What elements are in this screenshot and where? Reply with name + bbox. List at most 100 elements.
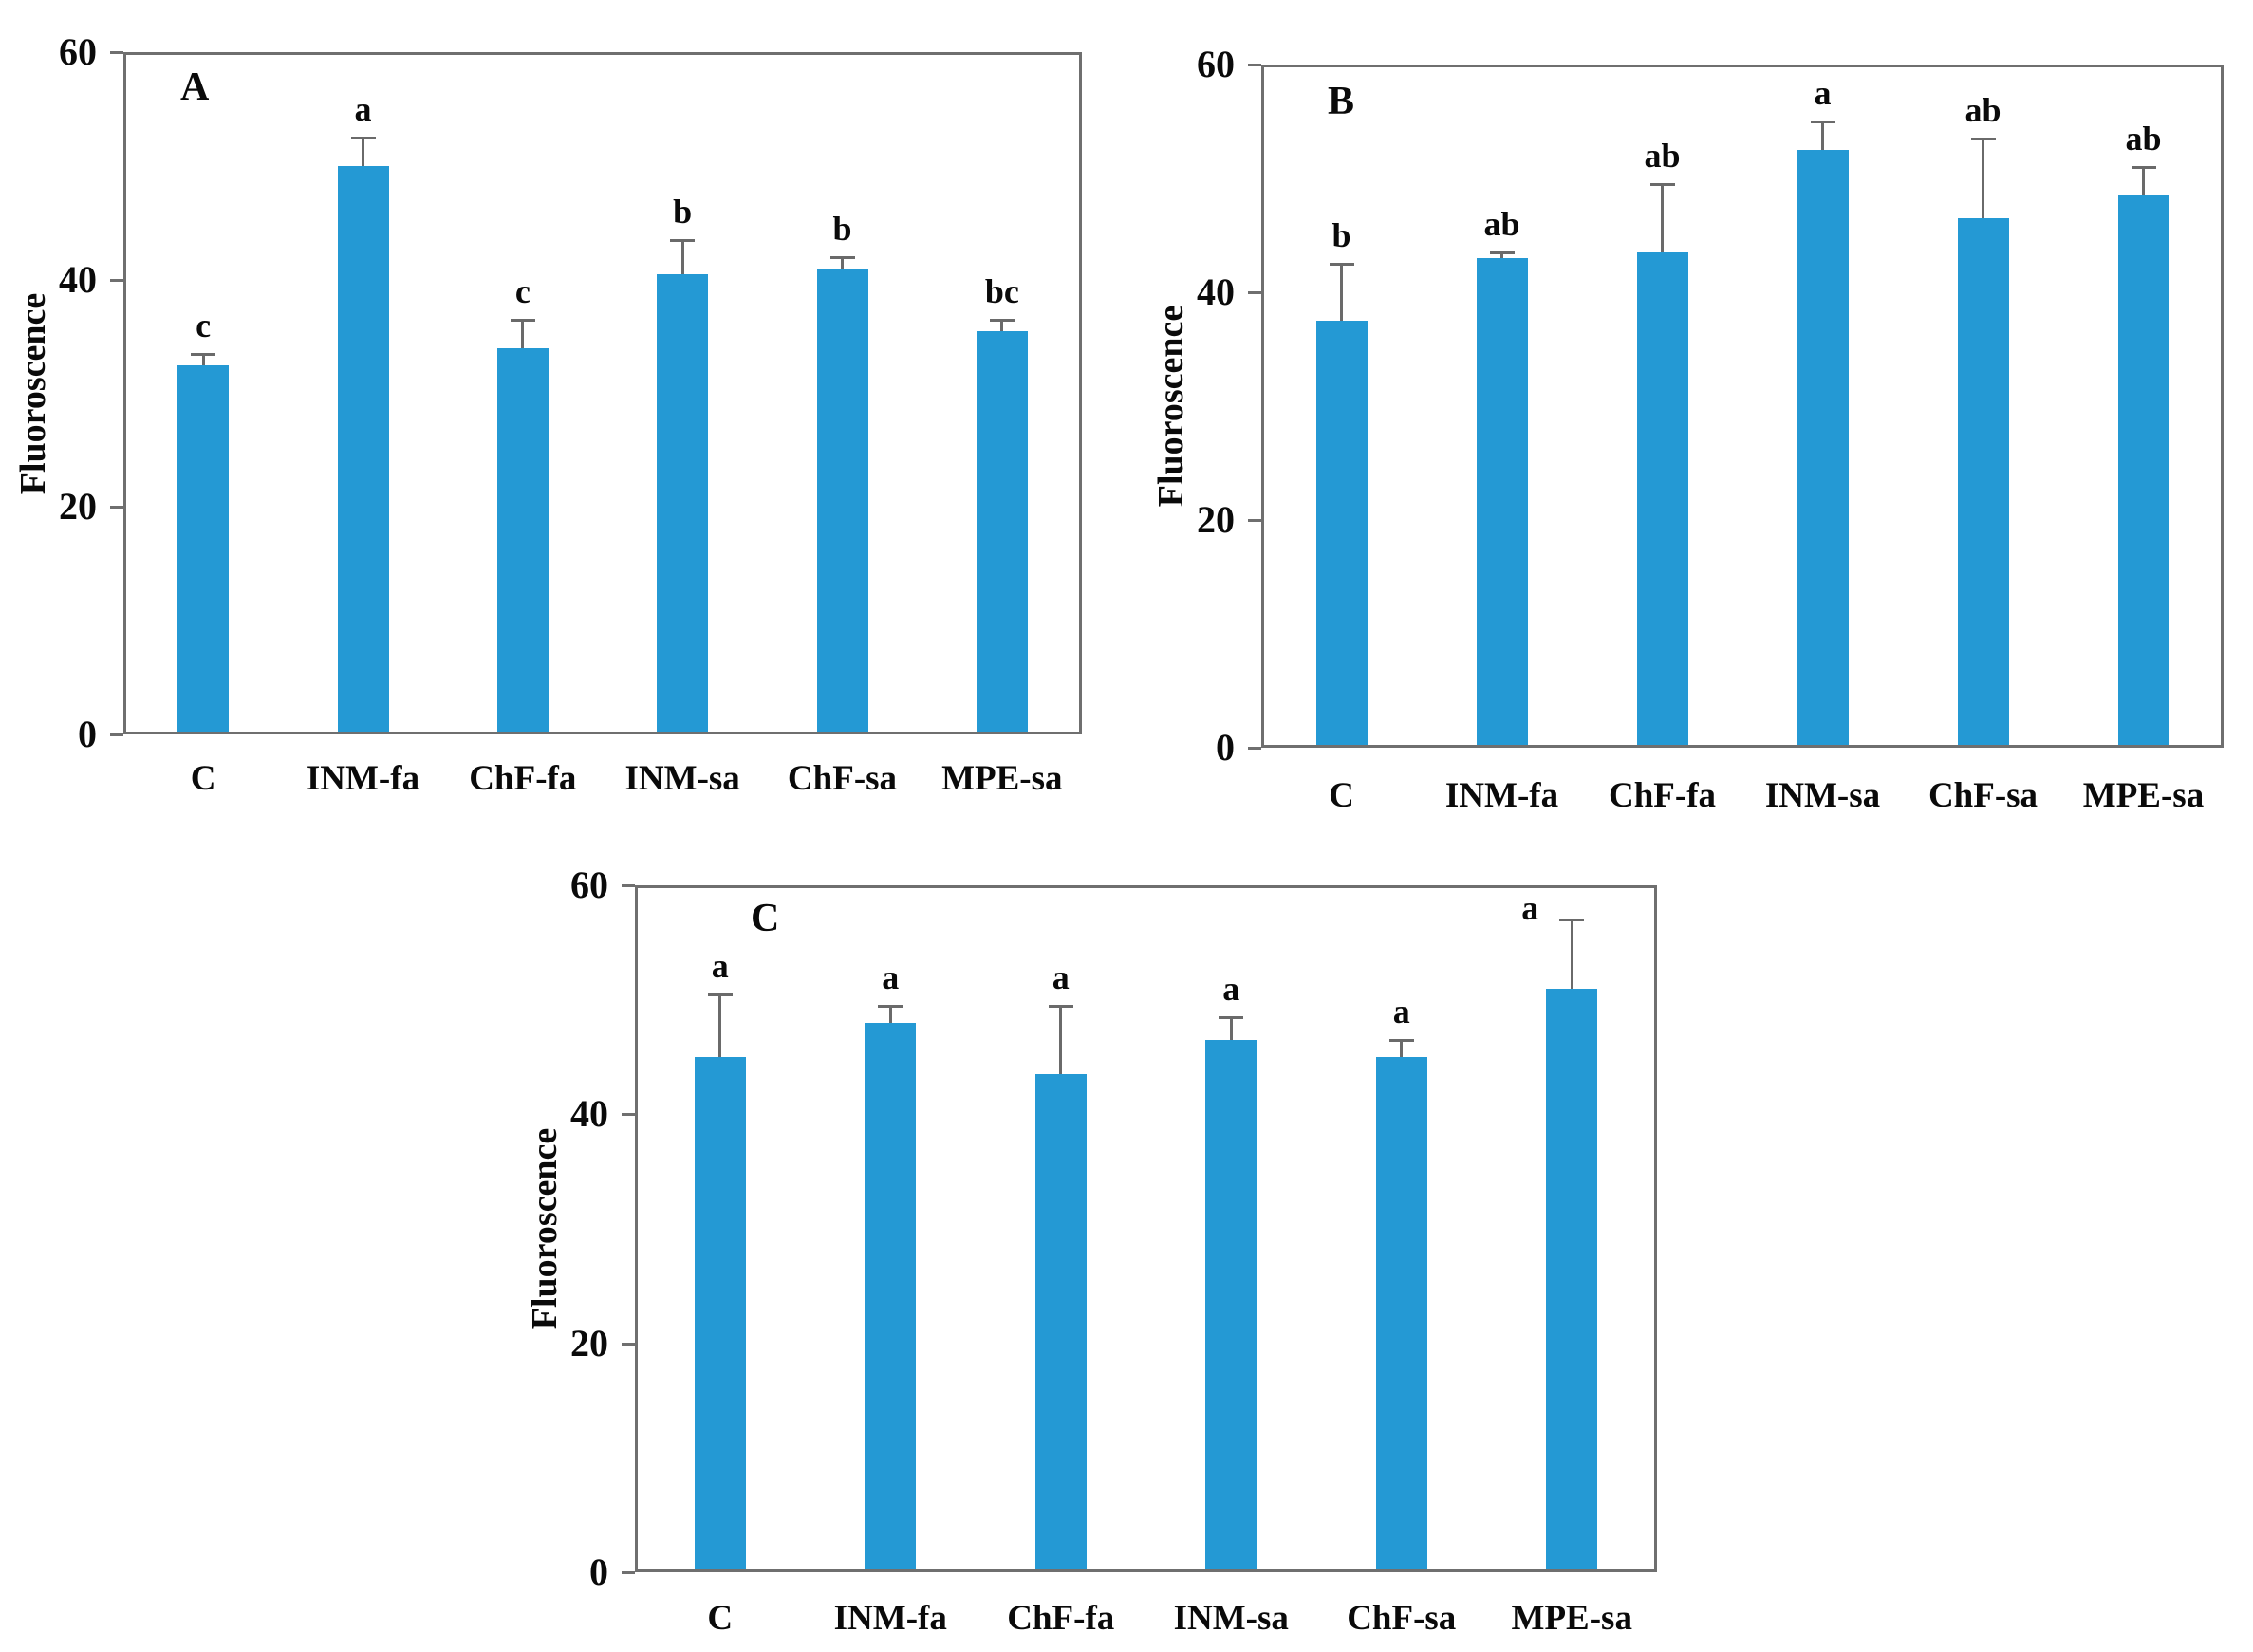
error-bar-cap [1388,1038,1414,1042]
error-bar-cap [350,136,376,139]
y-tick-label-60: 60 [59,30,97,73]
category-label-MPE-sa: MPE-sa [1511,1599,1632,1638]
bar-INM-sa [657,273,709,732]
category-label-INM-sa: INM-sa [1764,776,1881,815]
panel-letter: A [180,65,210,109]
category-label-INM-fa: INM-fa [1444,776,1559,815]
error-bar-whisker [888,1005,892,1023]
category-label-MPE-sa: MPE-sa [941,759,1063,798]
category-label-ChF-sa: ChF-sa [787,759,898,798]
bar-ChF-fa [1636,252,1688,745]
bar-C [694,1057,746,1569]
sig-letter-INM-sa: b [673,192,693,231]
sig-letter-MPE-sa: a [1521,889,1539,927]
sig-letter-MPE-sa: ab [2125,120,2162,158]
y-tick-mark [1248,291,1261,294]
category-label-ChF-sa: ChF-sa [1927,776,2039,815]
y-tick-label-60: 60 [1197,43,1235,85]
bar-INM-fa [1476,258,1528,745]
sig-letter-INM-sa: a [1222,969,1240,1008]
y-tick-mark [110,51,123,54]
error-bar-whisker [2142,167,2145,195]
error-bar-whisker [1059,1005,1063,1075]
error-bar-cap [829,255,855,259]
error-bar-whisker [1982,139,1984,218]
y-tick-mark [622,1342,635,1346]
bar-INM-sa [1205,1039,1257,1569]
error-bar-cap [1048,1004,1073,1008]
error-bar-cap [989,318,1015,322]
error-bar-cap [191,352,216,356]
category-label-ChF-fa: ChF-fa [469,759,577,798]
y-tick-label-20: 20 [570,1321,608,1364]
error-bar-whisker [718,993,722,1057]
error-bar-whisker [1229,1016,1233,1040]
category-label-ChF-sa: ChF-sa [1347,1599,1457,1638]
sig-letter-MPE-sa: bc [984,271,1019,310]
y-tick-label-40: 40 [59,257,97,301]
error-bar-cap [670,238,696,242]
error-bar-whisker [1000,319,1004,331]
sig-letter-INM-fa: ab [1483,205,1520,243]
bar-INM-fa [865,1022,917,1569]
category-label-ChF-fa: ChF-fa [1007,1599,1115,1638]
error-bar-whisker [1570,919,1573,989]
y-tick-label-60: 60 [570,863,608,906]
error-bar-cap [2131,166,2156,169]
sig-letter-INM-sa: a [1814,74,1832,112]
error-bar-whisker [1821,121,1824,150]
sig-letter-C: c [196,306,212,344]
error-bar-whisker [680,239,684,274]
y-tick-label-20: 20 [1197,498,1235,541]
panel-letter: B [1328,80,1355,123]
y-tick-label-0: 0 [1216,726,1235,769]
y-tick-mark [622,1571,635,1574]
panel-letter: C [751,897,780,940]
category-label-MPE-sa: MPE-sa [2082,776,2205,815]
sig-letter-ChF-sa: b [832,209,852,248]
category-label-C: C [707,1599,734,1638]
category-label-INM-sa: INM-sa [1173,1599,1289,1638]
y-tick-mark [110,278,123,282]
y-tick-label-0: 0 [589,1550,608,1593]
plot-area [123,52,1082,734]
error-bar-cap [1329,263,1354,266]
sig-letter-INM-fa: a [882,957,900,996]
error-bar-whisker [1661,184,1664,252]
y-tick-label-40: 40 [570,1092,608,1136]
bar-ChF-sa [1957,218,2009,745]
sig-letter-ChF-sa: a [1392,992,1410,1030]
category-label-INM-sa: INM-sa [624,759,740,798]
y-tick-label-0: 0 [78,713,97,755]
category-label-INM-fa: INM-fa [306,759,420,798]
error-bar-cap [878,1004,903,1008]
y-axis-title: Fluoroscence [525,1127,565,1330]
plot-area [1261,65,2224,748]
error-bar-whisker [1500,252,1503,258]
bar-MPE-sa [1546,988,1598,1569]
bar-ChF-fa [1034,1074,1087,1569]
error-bar-whisker [841,256,844,269]
error-bar-whisker [201,353,205,365]
y-tick-mark [110,733,123,736]
sig-letter-ChF-sa: ab [1964,91,2002,129]
y-tick-mark [622,884,635,887]
bar-INM-fa [337,165,389,732]
y-tick-mark [622,1113,635,1117]
error-bar-whisker [521,319,525,348]
error-bar-cap [510,318,535,322]
bar-ChF-sa [816,268,868,732]
bar-MPE-sa [2117,195,2169,745]
error-bar-cap [1970,138,1996,140]
y-tick-mark [1248,64,1261,66]
y-tick-label-20: 20 [59,485,97,529]
bar-ChF-sa [1375,1057,1427,1569]
error-bar-whisker [1340,264,1343,321]
category-label-C: C [1329,776,1354,815]
bar-C [177,364,230,732]
sig-letter-ChF-fa: c [514,271,531,310]
category-label-ChF-fa: ChF-fa [1608,776,1717,815]
